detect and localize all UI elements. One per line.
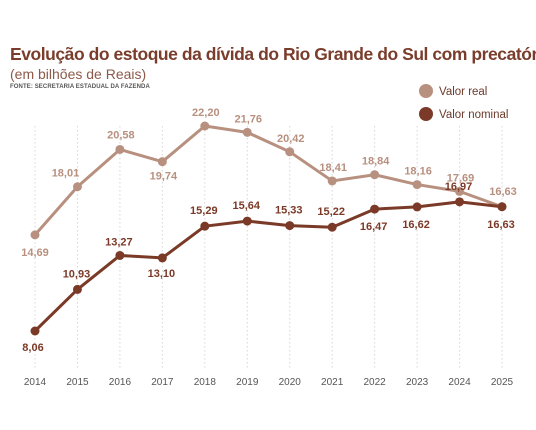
data-label-nominal-2019: 15,64 — [233, 200, 261, 212]
point-nominal-2022 — [370, 204, 380, 214]
x-axis-ticks: 2014 2015 2016 2017 2018 2019 2020 2021 2022 2023… — [24, 377, 514, 388]
point-nominal-2016 — [115, 250, 125, 260]
point-real-2023 — [412, 180, 422, 190]
data-label-nominal-2014: 8,06 — [22, 342, 43, 354]
x-tick-2022: 2022 — [364, 377, 387, 388]
data-label-nominal-2022: 16,47 — [360, 221, 388, 233]
data-label-real-2020: 20,42 — [277, 133, 305, 145]
point-real-2016 — [115, 144, 125, 154]
data-label-nominal-2018: 15,29 — [190, 205, 218, 217]
point-nominal-2020 — [285, 221, 295, 231]
point-real-2019 — [242, 127, 252, 137]
point-nominal-2021 — [327, 222, 337, 232]
x-tick-2020: 2020 — [279, 377, 302, 388]
x-tick-2016: 2016 — [109, 377, 132, 388]
data-label-real-2021: 18,41 — [319, 162, 347, 174]
point-nominal-2017 — [157, 253, 167, 263]
chart-subtitle: (em bilhões de Reais) — [10, 66, 147, 82]
data-label-real-2024: 17,69 — [447, 172, 475, 184]
point-nominal-2018 — [200, 221, 210, 231]
x-tick-2017: 2017 — [151, 377, 174, 388]
x-tick-2019: 2019 — [236, 377, 259, 388]
series-line-nominal — [33, 200, 503, 333]
legend: Valor real Valor nominal — [419, 84, 508, 121]
data-label-real-2017: 19,74 — [150, 171, 178, 183]
series-line-real — [33, 124, 503, 236]
data-label-nominal-2017: 13,10 — [148, 268, 176, 280]
point-real-2024 — [455, 186, 465, 196]
x-tick-2025: 2025 — [491, 377, 514, 388]
data-label-real-2025: 16,63 — [489, 186, 517, 198]
data-label-nominal-2025: 16,63 — [487, 219, 515, 231]
legend-label-real: Valor real — [439, 86, 487, 98]
source-note: FONTE: SECRETARIA ESTADUAL DA FAZENDA — [10, 84, 150, 90]
data-label-nominal-2020: 15,33 — [275, 205, 303, 217]
point-real-2017 — [157, 157, 167, 167]
gridlines — [34, 126, 503, 369]
data-label-nominal-2024: 16,97 — [445, 181, 473, 193]
point-nominal-2025 — [497, 202, 507, 212]
point-real-2018 — [200, 121, 210, 131]
legend-label-nominal: Valor nominal — [439, 109, 508, 121]
data-label-nominal-2015: 10,93 — [63, 268, 91, 280]
point-real-2021 — [327, 176, 337, 186]
x-tick-2014: 2014 — [24, 377, 47, 388]
data-label-nominal-2016: 13,27 — [105, 236, 133, 248]
data-points — [30, 121, 507, 336]
data-label-real-2019: 21,76 — [235, 113, 263, 125]
data-labels: 14,69 18,01 20,58 19,74 22,20 21,76 20,42 18,41… — [21, 107, 517, 354]
data-label-real-2014: 14,69 — [21, 247, 49, 259]
x-tick-2023: 2023 — [406, 377, 429, 388]
legend-marker-nominal — [419, 107, 433, 121]
point-real-2022 — [370, 170, 380, 180]
point-nominal-2024 — [455, 197, 465, 207]
point-real-2014 — [30, 230, 40, 240]
legend-marker-real — [419, 84, 433, 98]
point-nominal-2023 — [412, 202, 422, 212]
point-real-2020 — [285, 147, 295, 157]
series-lines — [33, 124, 503, 333]
data-label-real-2022: 18,84 — [362, 156, 390, 168]
data-label-real-2015: 18,01 — [52, 168, 80, 180]
x-tick-2021: 2021 — [321, 377, 344, 388]
point-nominal-2014 — [30, 326, 40, 336]
point-real-2015 — [72, 182, 82, 192]
data-label-nominal-2021: 15,22 — [317, 206, 345, 218]
x-tick-2015: 2015 — [66, 377, 89, 388]
data-label-real-2018: 22,20 — [192, 107, 220, 119]
data-label-real-2016: 20,58 — [107, 129, 135, 141]
x-tick-2018: 2018 — [194, 377, 217, 388]
x-tick-2024: 2024 — [448, 377, 471, 388]
point-nominal-2019 — [242, 216, 252, 226]
chart-title: Evolução do estoque da dívida do Rio Gra… — [10, 44, 536, 64]
point-nominal-2015 — [72, 284, 82, 294]
data-label-nominal-2023: 16,62 — [402, 219, 430, 231]
data-label-real-2023: 18,16 — [404, 166, 432, 178]
